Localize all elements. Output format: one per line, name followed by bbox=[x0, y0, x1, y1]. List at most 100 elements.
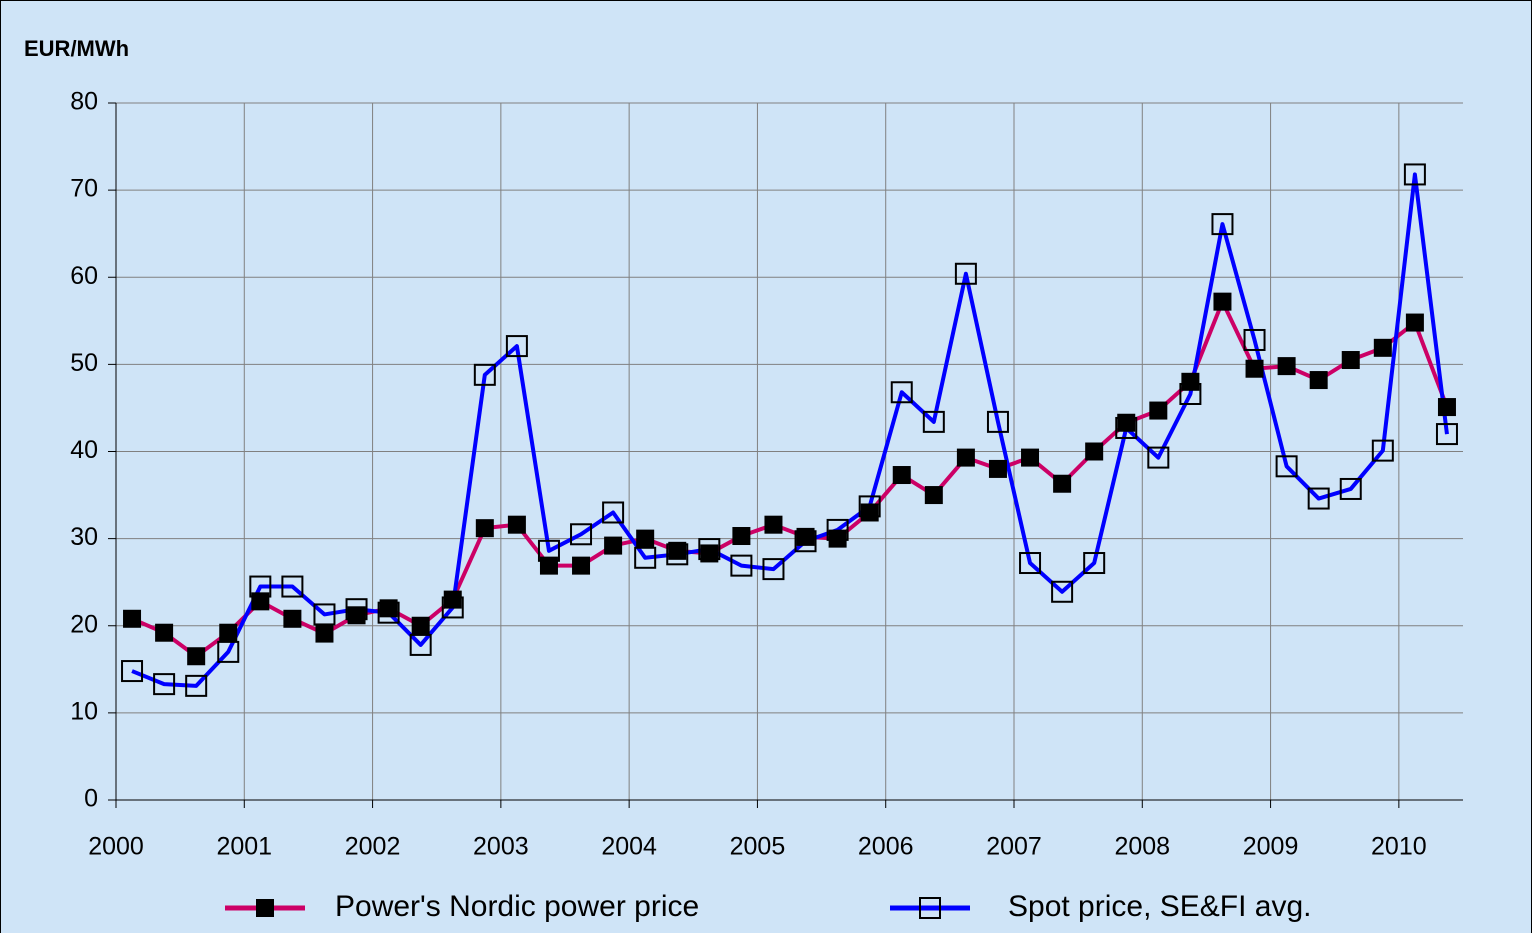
y-tick-label: 0 bbox=[84, 785, 98, 813]
data-point bbox=[922, 410, 945, 433]
data-point bbox=[1051, 580, 1074, 603]
data-point bbox=[1371, 439, 1394, 462]
data-point bbox=[217, 640, 240, 663]
data-point bbox=[1243, 328, 1266, 351]
y-tick-label: 70 bbox=[70, 175, 98, 203]
data-point bbox=[954, 262, 977, 285]
x-tick-label: 2006 bbox=[858, 833, 914, 861]
data-point bbox=[1053, 474, 1072, 493]
x-tick-label: 2007 bbox=[986, 833, 1042, 861]
data-point bbox=[441, 596, 464, 619]
data-point bbox=[764, 515, 783, 534]
x-tick-label: 2008 bbox=[1114, 833, 1170, 861]
data-point bbox=[956, 448, 975, 467]
data-point bbox=[345, 598, 368, 621]
data-point bbox=[924, 486, 943, 505]
data-point bbox=[219, 623, 238, 642]
data-point bbox=[1115, 416, 1138, 439]
data-point bbox=[1309, 371, 1328, 390]
data-point bbox=[1307, 487, 1330, 510]
data-point bbox=[505, 335, 528, 358]
data-point bbox=[1149, 401, 1168, 420]
y-tick-label: 50 bbox=[70, 349, 98, 377]
data-point bbox=[1083, 552, 1106, 575]
data-point bbox=[794, 530, 817, 553]
data-point bbox=[347, 606, 366, 625]
data-point bbox=[443, 590, 462, 609]
legend-label: Power's Nordic power price bbox=[335, 890, 699, 923]
data-point bbox=[313, 603, 336, 626]
x-tick-label: 2001 bbox=[216, 833, 272, 861]
data-point bbox=[1339, 477, 1362, 500]
data-point bbox=[507, 515, 526, 534]
data-point bbox=[698, 538, 721, 561]
data-point bbox=[123, 609, 142, 628]
data-point bbox=[1405, 313, 1424, 332]
data-point bbox=[155, 623, 174, 642]
data-point bbox=[858, 495, 881, 518]
x-tick-label: 2002 bbox=[345, 833, 401, 861]
data-point bbox=[153, 673, 176, 696]
x-tick-label: 2005 bbox=[730, 833, 786, 861]
data-point bbox=[1435, 423, 1458, 446]
y-axis-label: EUR/MWh bbox=[24, 36, 129, 61]
y-tick-label: 20 bbox=[70, 610, 98, 638]
data-point bbox=[732, 527, 751, 546]
data-point bbox=[537, 539, 560, 562]
data-point bbox=[604, 536, 623, 555]
data-point bbox=[475, 519, 494, 538]
data-point bbox=[283, 609, 302, 628]
data-point bbox=[315, 624, 334, 643]
data-point bbox=[1179, 382, 1202, 405]
data-point bbox=[249, 575, 272, 598]
data-point bbox=[187, 647, 206, 666]
legend-marker bbox=[919, 897, 941, 919]
data-point bbox=[1213, 292, 1232, 311]
data-point bbox=[828, 529, 847, 548]
data-point bbox=[730, 554, 753, 577]
legend-label: Spot price, SE&FI avg. bbox=[1008, 890, 1311, 923]
data-point bbox=[1211, 213, 1234, 236]
data-point bbox=[377, 601, 400, 624]
y-tick-label: 30 bbox=[70, 523, 98, 551]
data-point bbox=[892, 466, 911, 485]
data-point bbox=[411, 616, 430, 635]
data-point bbox=[1147, 446, 1170, 469]
data-point bbox=[986, 410, 1009, 433]
data-point bbox=[634, 546, 657, 569]
data-point bbox=[1181, 372, 1200, 391]
data-point bbox=[1373, 338, 1392, 357]
y-tick-label: 80 bbox=[70, 88, 98, 116]
data-point bbox=[890, 381, 913, 404]
x-tick-label: 2003 bbox=[473, 833, 529, 861]
data-point bbox=[281, 575, 304, 598]
data-point bbox=[379, 599, 398, 618]
data-point bbox=[602, 501, 625, 524]
data-point bbox=[988, 459, 1007, 478]
data-point bbox=[796, 527, 815, 546]
data-point bbox=[762, 558, 785, 581]
legend-marker bbox=[256, 899, 274, 917]
x-tick-label: 2010 bbox=[1371, 833, 1427, 861]
y-tick-label: 60 bbox=[70, 262, 98, 290]
data-point bbox=[668, 541, 687, 560]
data-point bbox=[826, 518, 849, 541]
data-point bbox=[1021, 448, 1040, 467]
data-point bbox=[1019, 552, 1042, 575]
data-point bbox=[1403, 163, 1426, 186]
data-point bbox=[121, 660, 144, 683]
data-point bbox=[1277, 357, 1296, 376]
data-point bbox=[1437, 398, 1456, 417]
data-point bbox=[666, 543, 689, 566]
data-point bbox=[473, 363, 496, 386]
x-tick-label: 2000 bbox=[88, 833, 144, 861]
data-point bbox=[1245, 359, 1264, 378]
data-point bbox=[409, 633, 432, 656]
data-point bbox=[572, 556, 591, 575]
data-point bbox=[185, 674, 208, 697]
data-point bbox=[636, 529, 655, 548]
data-point bbox=[860, 503, 879, 522]
y-tick-label: 40 bbox=[70, 436, 98, 464]
